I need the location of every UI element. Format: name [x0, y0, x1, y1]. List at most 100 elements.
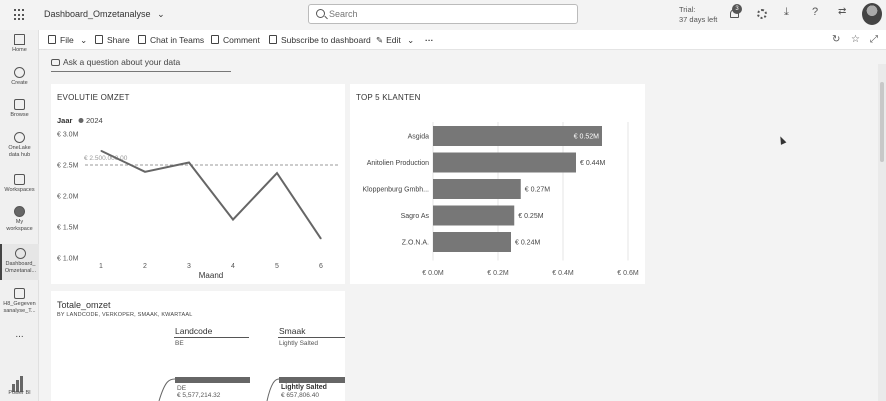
nav-more-icon[interactable]: ... — [0, 330, 39, 340]
x-tick-label: 6 — [319, 263, 323, 270]
nav-home-label: Home — [12, 47, 27, 53]
reference-line-label: € 2.500.000,00 — [84, 155, 128, 162]
x-tick-label: € 0.6M — [617, 270, 639, 277]
tile-title: Totale_omzet — [57, 300, 111, 310]
comment-button[interactable]: Comment — [211, 35, 260, 45]
qna-input[interactable]: Ask a question about your data — [51, 57, 231, 72]
nav-h8-report[interactable]: H8_Gegeven sanalyse_T... — [0, 288, 39, 314]
feedback-share-icon[interactable]: ⇄ — [838, 6, 847, 17]
node-de-label: DE — [177, 385, 187, 392]
nav-my-workspace[interactable]: My workspace — [0, 206, 39, 232]
category-label: Z.O.N.A. — [402, 240, 429, 247]
x-tick-label: € 0.2M — [487, 270, 509, 277]
smaak-value: Lightly Salted — [279, 340, 319, 347]
canvas-scrollbar[interactable] — [878, 64, 886, 401]
bar-data-label: € 0.52M — [574, 134, 599, 141]
nav-browse[interactable]: Browse — [0, 99, 39, 119]
more-options-button[interactable]: ··· — [425, 35, 434, 45]
bar-chart: € 0.0M € 0.2M € 0.4M € 0.6M Asgida € 0.52M Ani… — [362, 122, 639, 277]
search-input[interactable] — [329, 7, 569, 21]
node-lightly-salted-label: Lightly Salted — [281, 384, 327, 391]
nav-workspaces[interactable]: Workspaces — [0, 174, 39, 194]
tile-evolutie-omzet[interactable]: EVOLUTIE OMZET Jaar 2024 € 2.500.000,00 … — [51, 84, 345, 284]
report-name-dropdown[interactable]: Dashboard_Omzetanalyse ⌄ — [44, 9, 165, 20]
x-tick-label: 5 — [275, 263, 279, 270]
data-point — [276, 172, 278, 174]
file-icon — [48, 35, 56, 44]
smaak-underline — [278, 337, 345, 338]
bar — [433, 205, 515, 226]
bar-data-label: € 0.24M — [515, 240, 540, 247]
dashboard-toolbar: File ⌄ Share Chat in Teams Comment Subsc… — [39, 30, 886, 50]
y-tick-label: € 2.0M — [57, 194, 79, 201]
x-tick-label: € 0.4M — [552, 270, 574, 277]
x-tick-label: 2 — [143, 263, 147, 270]
tile-top5-klanten[interactable]: TOP 5 KLANTEN € 0.0M € 0.2M € 0.4M € 0.6M As… — [350, 84, 645, 284]
node-lightly-salted-bar[interactable] — [279, 377, 345, 383]
settings-gear-icon[interactable] — [756, 8, 768, 20]
tile-totale-omzet[interactable]: Totale_omzet BY LANDCODE, VERKOPER, SMAA… — [51, 291, 345, 401]
download-icon[interactable]: ⤓ — [784, 6, 789, 18]
left-navigation: Home Create Browse OneLake data hub Work… — [0, 30, 39, 401]
refresh-icon[interactable]: ↻ — [832, 34, 841, 45]
tile-title: EVOLUTIE OMZET — [57, 93, 130, 102]
report-name: Dashboard_Omzetanalyse — [44, 9, 151, 19]
decomposition-connectors — [158, 378, 280, 401]
notification-count-badge: 3 — [732, 4, 742, 14]
legend-marker — [78, 118, 84, 123]
nav-create[interactable]: Create — [0, 67, 39, 87]
favorite-star-icon[interactable]: ☆ — [851, 34, 860, 45]
trial-status: Trial: 37 days left — [679, 5, 717, 25]
report-icon — [14, 288, 25, 299]
comment-label: Comment — [223, 35, 260, 45]
node-de-bar[interactable] — [175, 377, 250, 383]
tile-title: TOP 5 KLANTEN — [356, 93, 421, 102]
legend-item: 2024 — [86, 116, 103, 125]
top-bar: Dashboard_Omzetanalyse ⌄ Trial: 37 days … — [0, 0, 886, 30]
nav-dashboard-omzetanalyse[interactable]: Dashboard_ Omzetanal... — [0, 244, 39, 280]
my-workspace-icon — [14, 206, 25, 217]
help-icon[interactable]: ? — [812, 6, 819, 18]
chat-label: Chat in Teams — [150, 35, 205, 45]
series-line-2024 — [100, 149, 322, 240]
bar — [433, 179, 521, 199]
data-point — [188, 162, 190, 164]
x-tick-label: 3 — [187, 263, 191, 270]
edit-menu-button[interactable]: ✎ Edit ⌄ — [376, 35, 414, 46]
workspaces-icon — [14, 174, 25, 185]
onelake-icon — [14, 132, 25, 143]
chat-in-teams-button[interactable]: Chat in Teams — [138, 35, 204, 45]
category-label: Sagro As — [401, 213, 430, 220]
node-lightly-salted-value: € 657,806.40 — [281, 392, 319, 399]
file-menu-button[interactable]: File ⌄ — [48, 35, 87, 46]
line-chart: Jaar 2024 € 2.500.000,00 € 1.0M € 1.5M € 2… — [57, 116, 339, 280]
subscribe-button[interactable]: Subscribe to dashboard — [269, 35, 371, 45]
search-box[interactable] — [308, 4, 578, 24]
bar-data-label: € 0.25M — [518, 213, 543, 220]
nav-home[interactable]: Home — [0, 34, 39, 54]
fullscreen-icon[interactable]: ⤢ — [870, 34, 878, 45]
nav-onelake-label: OneLake data hub — [8, 145, 31, 158]
y-tick-label: € 3.0M — [57, 132, 79, 139]
smaak-header: Smaak — [279, 326, 306, 336]
nav-onelake[interactable]: OneLake data hub — [0, 132, 39, 158]
nav-h8-label: H8_Gegeven sanalyse_T... — [3, 301, 36, 314]
bar — [433, 126, 602, 146]
qna-placeholder: Ask a question about your data — [63, 57, 181, 67]
node-de-value: € 5,577,214.32 — [177, 392, 221, 399]
share-button[interactable]: Share — [95, 35, 130, 45]
user-avatar[interactable] — [862, 3, 882, 25]
bar — [433, 152, 576, 173]
x-tick-label: 1 — [99, 263, 103, 270]
dashboard-icon — [15, 248, 26, 259]
landcode-header: Landcode — [175, 326, 213, 336]
category-label: Anitolien Production — [367, 160, 429, 167]
landcode-underline — [174, 337, 249, 338]
trial-days-left: 37 days left — [679, 15, 718, 24]
legend-title: Jaar — [57, 116, 73, 125]
nav-create-label: Create — [11, 80, 28, 86]
app-launcher-icon[interactable] — [14, 9, 26, 21]
qna-chat-icon — [51, 59, 60, 66]
teams-icon — [138, 35, 146, 44]
power-bi-logo-icon — [10, 374, 26, 392]
